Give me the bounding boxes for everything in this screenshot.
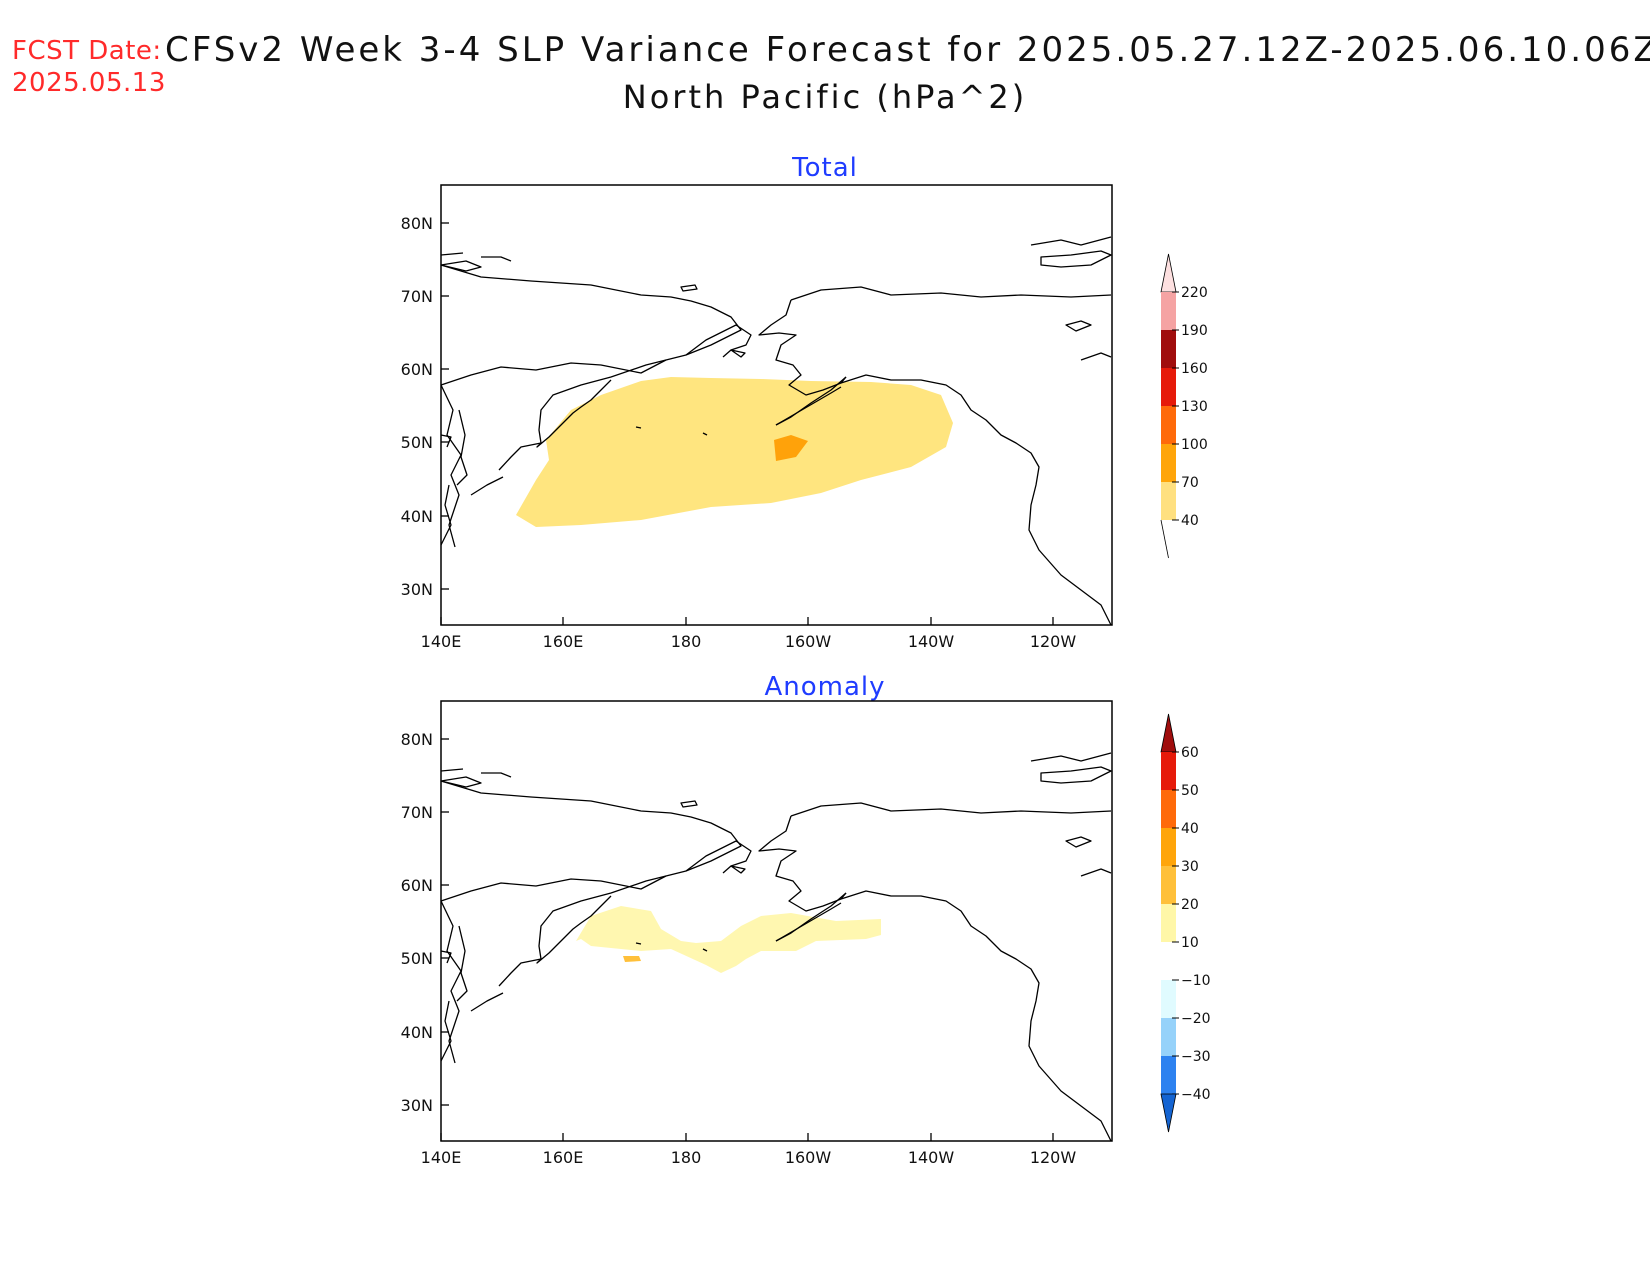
fcst-date-value: 2025.05.13 (12, 68, 166, 98)
lat-tick-label: 60N (401, 360, 433, 379)
lon-tick-label: 140W (908, 632, 955, 651)
colorbar-segment (1161, 482, 1176, 520)
lon-tick-label: 180 (671, 1148, 702, 1167)
lon-tick-label: 140W (908, 1148, 955, 1167)
lon-tick-label: 160E (543, 632, 584, 651)
colorbar-label: 70 (1181, 475, 1199, 491)
colorbar-label: 60 (1181, 745, 1199, 761)
lat-tick-label: 80N (401, 214, 433, 233)
lon-tick-label: 140E (421, 632, 462, 651)
colorbar-label: 20 (1181, 897, 1199, 913)
colorbar-segment (1161, 942, 1176, 980)
lon-tick-label: 140E (421, 1148, 462, 1167)
colorbar-segment (1161, 752, 1176, 790)
colorbar-segment (1161, 292, 1176, 330)
colorbar-segment (1161, 406, 1176, 444)
colorbar-label: −10 (1181, 973, 1211, 989)
colorbar-bottom-triangle (1160, 519, 1169, 559)
colorbar-label: 130 (1181, 399, 1208, 415)
colorbar-segment (1161, 904, 1176, 942)
axes: 80N 70N 60N 50N 40N 30N 140E 160E 180 160W 140W 120… (401, 214, 1077, 1167)
colorbar-label: 190 (1181, 323, 1208, 339)
colorbar-label: 220 (1181, 285, 1208, 301)
lat-tick-label: 60N (401, 876, 433, 895)
lat-tick-label: 30N (401, 580, 433, 599)
lat-tick-label: 70N (401, 287, 433, 306)
total-variance-region-70-100 (774, 435, 808, 461)
colorbar-segment (1161, 1056, 1176, 1094)
lon-tick-label: 180 (671, 632, 702, 651)
panel-title-total: Total (792, 153, 858, 183)
lon-tick-label: 160W (785, 632, 832, 651)
colorbar-segment (1161, 790, 1176, 828)
colorbar-label: 100 (1181, 437, 1208, 453)
anomaly-variance-region-20-30 (623, 956, 641, 962)
fcst-date-label: FCST Date: (12, 36, 162, 66)
colorbar-label: 40 (1181, 513, 1199, 529)
panel-title-anomaly: Anomaly (764, 672, 886, 702)
colorbar-anomaly: 60 50 40 30 20 10 −10 −20 −30 −40 (1160, 713, 1211, 1133)
map-panel-anomaly (440, 700, 1113, 1142)
colorbar-segment (1161, 980, 1176, 1018)
map-title: CFSv2 Week 3-4 SLP Variance Forecast for… (165, 30, 1650, 70)
colorbar-label: 10 (1181, 935, 1199, 951)
lat-tick-label: 50N (401, 433, 433, 452)
lat-tick-label: 50N (401, 949, 433, 968)
colorbar-bottom-triangle (1160, 1093, 1177, 1133)
colorbar-top-triangle (1160, 253, 1177, 293)
lat-tick-label: 40N (401, 507, 433, 526)
colorbar-label: 30 (1181, 859, 1199, 875)
lat-tick-label: 30N (401, 1096, 433, 1115)
colorbar-label: −20 (1181, 1011, 1211, 1027)
map-panel-total (440, 184, 1113, 626)
colorbar-label: 40 (1181, 821, 1199, 837)
colorbar-segment (1161, 828, 1176, 866)
colorbar-segment (1161, 330, 1176, 368)
colorbar-segment (1161, 368, 1176, 406)
colorbar-top-triangle (1160, 713, 1177, 753)
colorbar-segment (1161, 444, 1176, 482)
colorbar-segment (1161, 1018, 1176, 1056)
colorbar-label: 50 (1181, 783, 1199, 799)
lat-tick-label: 70N (401, 803, 433, 822)
colorbar-label: 160 (1181, 361, 1208, 377)
lon-tick-label: 120W (1030, 632, 1077, 651)
colorbar-total: 220 190 160 130 100 70 40 (1160, 253, 1208, 559)
map-subtitle: North Pacific (hPa^2) (622, 78, 1028, 116)
colorbar-label: −40 (1181, 1087, 1211, 1103)
colorbar-segment (1161, 866, 1176, 904)
lon-tick-label: 160W (785, 1148, 832, 1167)
total-variance-region-40-70 (516, 377, 953, 527)
lon-tick-label: 160E (543, 1148, 584, 1167)
colorbar-label: −30 (1181, 1049, 1211, 1065)
lat-tick-label: 40N (401, 1023, 433, 1042)
lon-tick-label: 120W (1030, 1148, 1077, 1167)
lat-tick-label: 80N (401, 730, 433, 749)
